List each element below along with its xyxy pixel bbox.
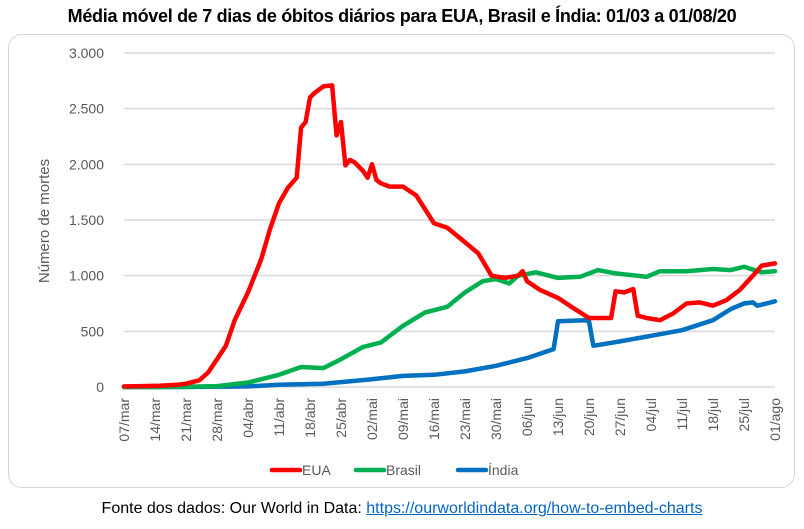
x-tick-label: 18/abr: [302, 398, 318, 438]
y-tick-label: 500: [81, 323, 105, 339]
x-tick-label: 09/mai: [395, 398, 411, 440]
source-link[interactable]: https://ourworldindata.org/how-to-embed-…: [366, 500, 703, 517]
x-tick-label: 23/mai: [457, 398, 473, 440]
y-tick-label: 2.500: [69, 101, 104, 117]
legend: EUA Brasil Índia: [269, 462, 519, 478]
x-tick-label: 04/jul: [643, 398, 659, 431]
x-tick-label: 25/abr: [333, 398, 349, 438]
y-tick-label: 3.000: [69, 45, 104, 61]
chart-frame: [8, 34, 795, 488]
x-tick-label: 04/abr: [240, 398, 256, 438]
legend-label: Índia: [488, 462, 519, 478]
legend-item-eua: EUA: [269, 462, 331, 478]
data-source: Fonte dos dados: Our World in Data: http…: [0, 500, 804, 518]
x-tick-label: 14/mar: [147, 398, 163, 442]
legend-item-india: Índia: [455, 462, 519, 478]
series-lines: [121, 83, 778, 390]
x-tick-label: 16/mai: [426, 398, 442, 440]
x-tick-label: 27/jun: [612, 398, 628, 436]
series-line-brasil: [121, 264, 778, 390]
legend-label: Brasil: [386, 462, 421, 478]
x-tick-label: 28/mar: [209, 398, 225, 442]
x-axis-ticks: 07/mar 14/mar 21/mar 28/mar 04/abr 11/abr 18/a…: [116, 398, 783, 442]
legend-item-brasil: Brasil: [353, 462, 421, 478]
x-tick-label: 25/jul: [736, 398, 752, 431]
x-tick-label: 07/mar: [116, 398, 132, 442]
source-prefix: Fonte dos dados: Our World in Data:: [101, 500, 367, 517]
x-tick-label: 20/jun: [581, 398, 597, 436]
x-tick-label: 30/mai: [488, 398, 504, 440]
x-tick-label: 18/jul: [705, 398, 721, 431]
series-line-eua: [121, 83, 778, 389]
series-line-india: [121, 299, 778, 390]
x-tick-label: 02/mai: [364, 398, 380, 440]
y-tick-label: 0: [96, 379, 104, 395]
y-axis-label: Número de mortes: [36, 159, 53, 283]
x-tick-label: 13/jun: [550, 398, 566, 436]
y-tick-label: 1.500: [69, 212, 104, 228]
gridlines: [124, 52, 775, 388]
legend-label: EUA: [302, 462, 331, 478]
x-tick-label: 21/mar: [178, 398, 194, 442]
x-tick-label: 11/abr: [271, 398, 287, 437]
chart-title: Média móvel de 7 dias de óbitos diários …: [67, 6, 737, 26]
x-tick-label: 01/ago: [767, 398, 783, 441]
x-tick-label: 11/jul: [674, 398, 690, 430]
x-tick-label: 06/jun: [519, 398, 535, 436]
y-tick-label: 2.000: [69, 156, 104, 172]
y-tick-label: 1.000: [69, 268, 104, 284]
y-axis-ticks: 0 500 1.000 1.500 2.000 2.500 3.000: [69, 45, 104, 395]
